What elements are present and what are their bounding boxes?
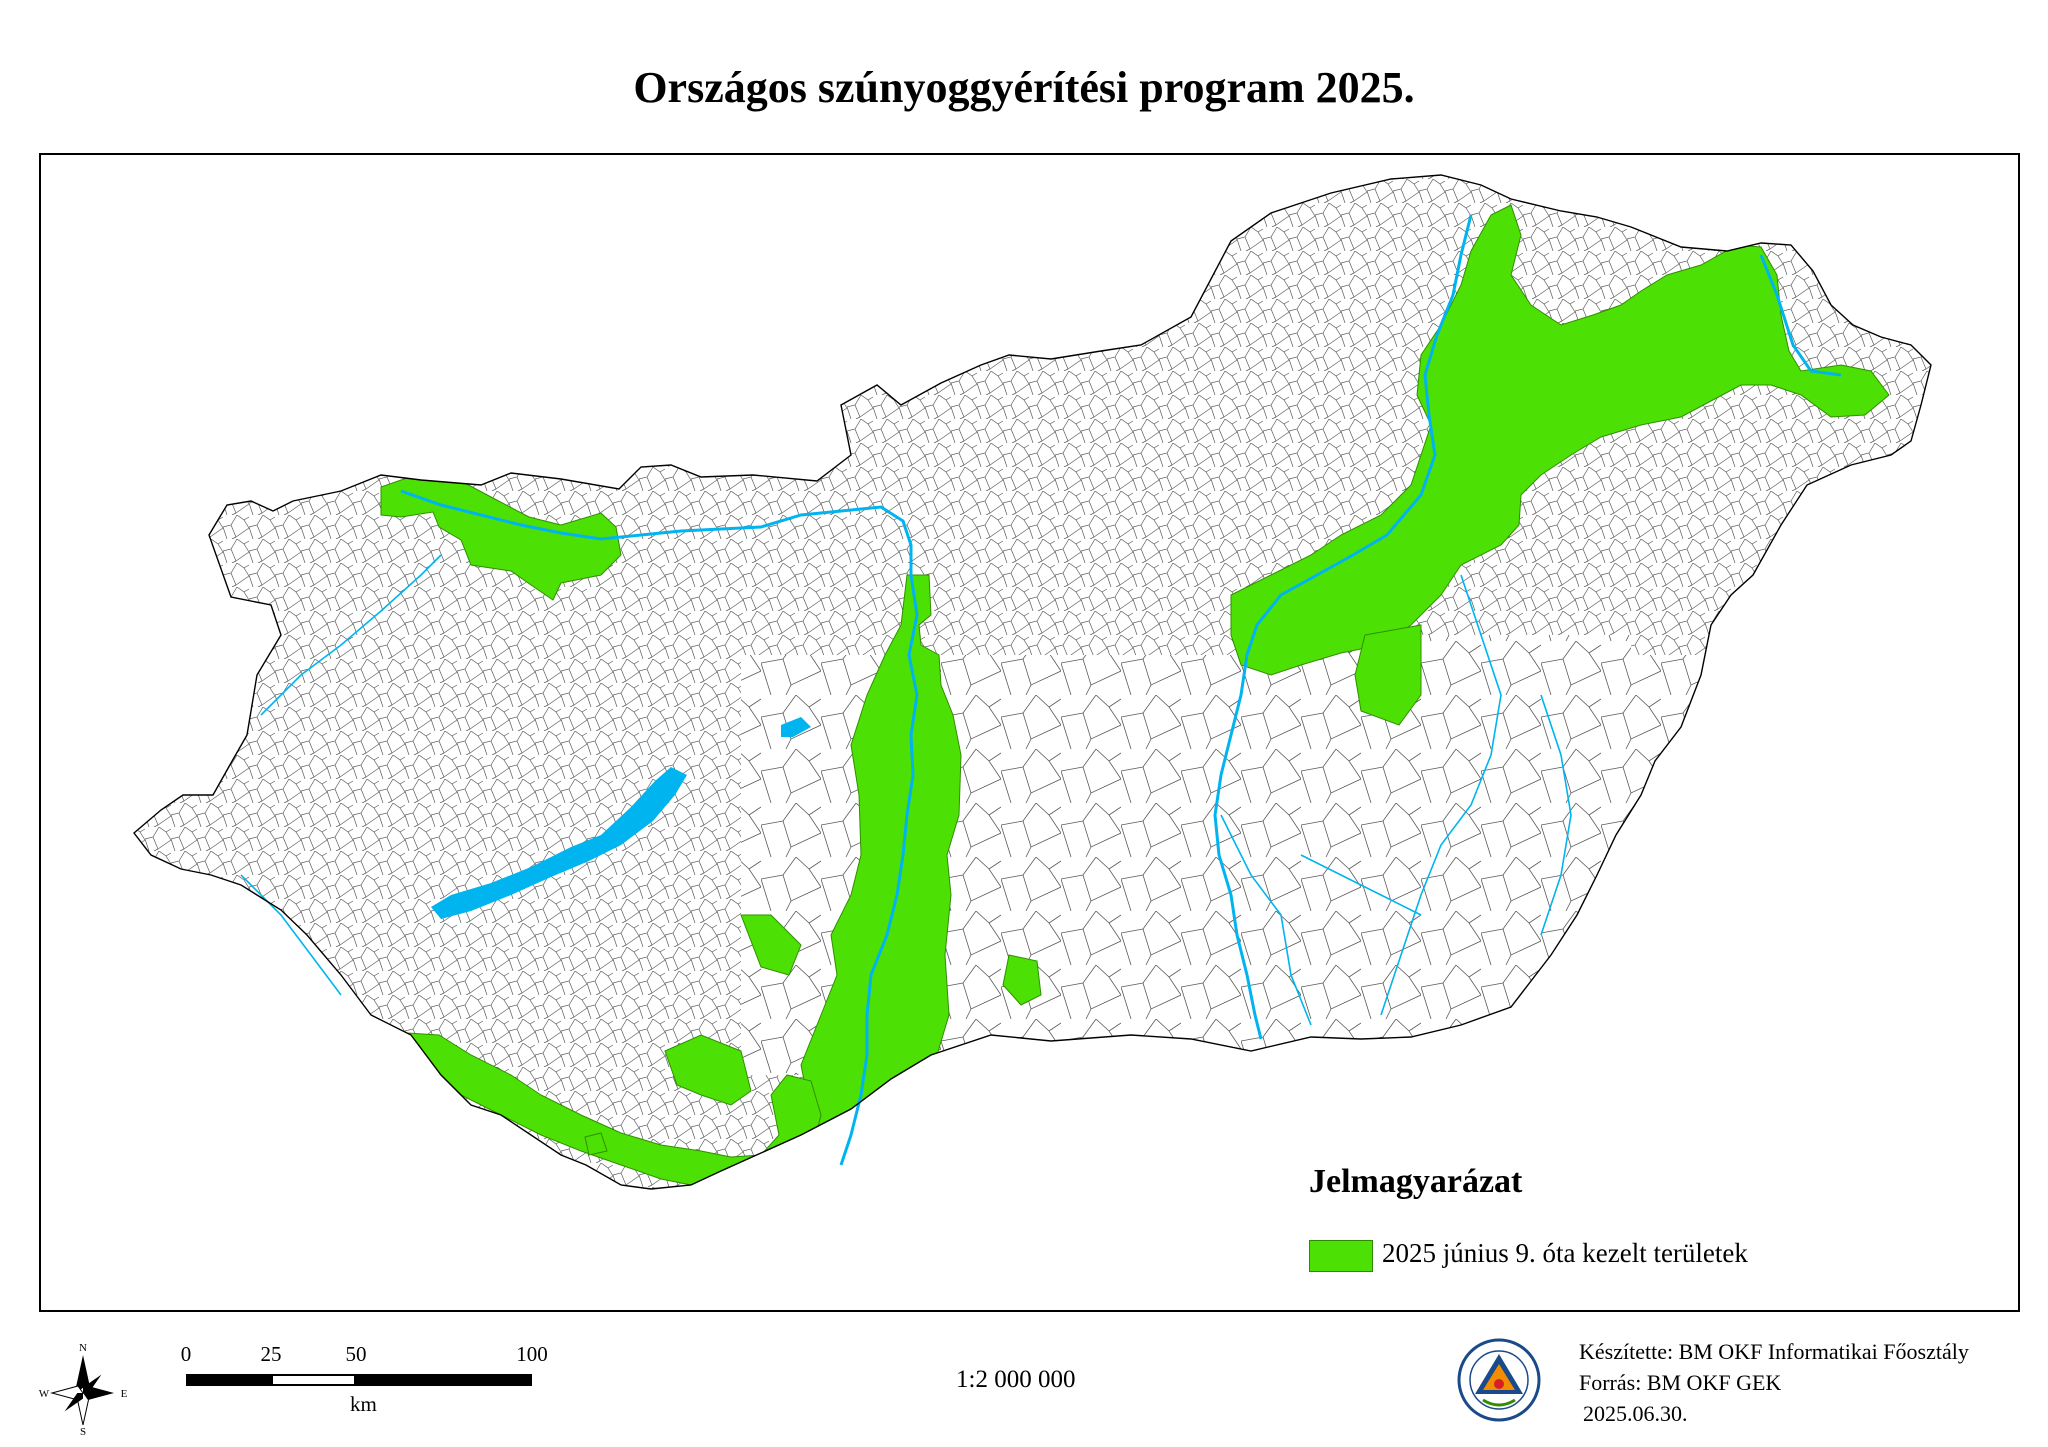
credits-source: Forrás: BM OKF GEK bbox=[1579, 1370, 1782, 1395]
scale-segment-2 bbox=[271, 1374, 356, 1386]
legend-swatch-treated bbox=[1309, 1240, 1373, 1272]
credits-author: Készítette: BM OKF Informatikai Főosztál… bbox=[1579, 1339, 1969, 1364]
credits-date: 2025.06.30. bbox=[1583, 1401, 1688, 1426]
compass-e: E bbox=[121, 1388, 128, 1400]
compass-s: S bbox=[80, 1426, 86, 1437]
credits: Készítette: BM OKF Informatikai Főosztál… bbox=[1579, 1336, 1969, 1429]
legend-title: Jelmagyarázat bbox=[1309, 1163, 1523, 1200]
compass-rose-icon: N S E W bbox=[39, 1342, 128, 1437]
agency-emblem-icon bbox=[1457, 1338, 1541, 1422]
scale-tick-50: 50 bbox=[345, 1342, 367, 1366]
scale-tick-25: 25 bbox=[260, 1342, 282, 1366]
compass-w: W bbox=[39, 1388, 50, 1400]
legend: Jelmagyarázat 2025 június 9. óta kezelt … bbox=[1274, 1016, 1974, 1286]
scale-bar: 0 25 50 100 km bbox=[170, 1342, 570, 1422]
hungary-map bbox=[133, 174, 1932, 1190]
scale-segment-3 bbox=[356, 1374, 532, 1386]
scale-unit: km bbox=[350, 1392, 377, 1416]
compass-n: N bbox=[79, 1342, 87, 1354]
legend-label-treated: 2025 június 9. óta kezelt területek bbox=[1382, 1238, 1748, 1268]
map-title: Országos szúnyoggyérítési program 2025. bbox=[633, 63, 1415, 112]
scale-tick-0: 0 bbox=[180, 1342, 192, 1366]
scale-tick-100: 100 bbox=[516, 1342, 548, 1366]
scale-segment-1 bbox=[186, 1374, 271, 1386]
map-frame bbox=[39, 153, 2020, 1312]
scale-ratio: 1:2 000 000 bbox=[956, 1366, 1076, 1393]
lake-balaton bbox=[431, 767, 687, 919]
